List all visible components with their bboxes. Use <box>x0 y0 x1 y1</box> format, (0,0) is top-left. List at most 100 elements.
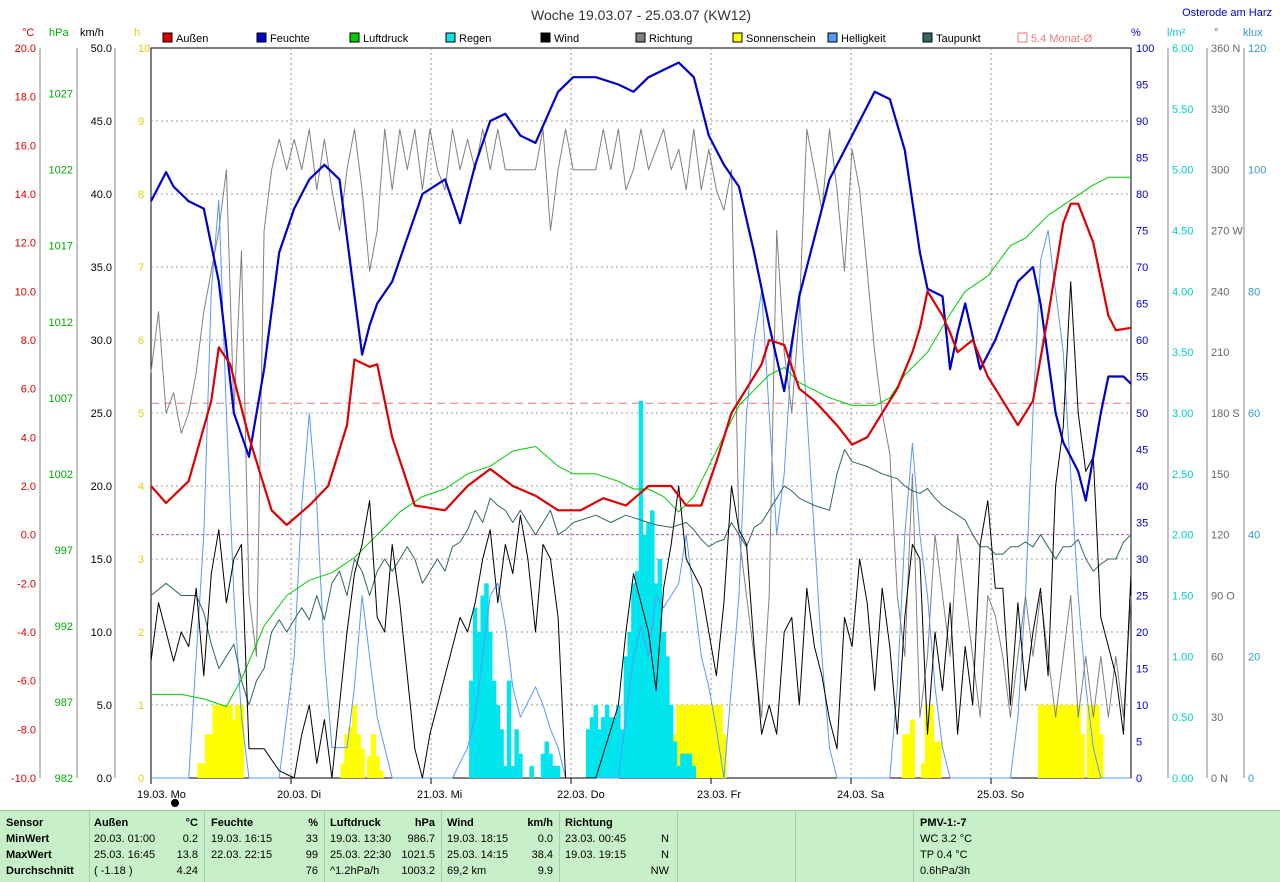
pressure-axis-tick: 992 <box>55 621 73 633</box>
humidity-line <box>150 61 1132 502</box>
bar-series <box>197 400 1104 778</box>
stats-header-aussen: Außen <box>94 817 129 829</box>
rain-bar <box>638 400 644 778</box>
humidity-axis-tick: 50 <box>1136 408 1148 420</box>
sunshine-bar <box>1045 705 1051 778</box>
humidity-unit-label: % <box>1131 27 1141 39</box>
stats-header-feuchte: Feuchte <box>211 817 254 829</box>
rain-bar <box>469 680 474 778</box>
legend-label: Richtung <box>649 33 692 45</box>
sunshine-bar <box>702 705 708 778</box>
wind-axis-tick: 35.0 <box>91 262 112 274</box>
rain-bar <box>548 753 553 778</box>
stats-header-pmv: PMV-1:-7 <box>920 817 967 829</box>
rain-bar <box>552 765 557 778</box>
sunshine-bar <box>936 741 942 778</box>
stats-pmv-dewpoint: TP 0.4 °C <box>920 849 968 861</box>
rain-bar <box>514 729 519 778</box>
day-label: 23.03. Fr <box>697 789 741 801</box>
stats-richt-max: N <box>661 849 669 861</box>
station-name[interactable]: Osterode am Harz <box>1182 7 1272 19</box>
chart-svg: 20.018.016.014.012.010.08.06.04.02.00.0-… <box>11 7 1272 807</box>
sunshine-bar <box>1071 705 1078 778</box>
stats-unit-aussen: °C <box>185 817 198 829</box>
pressure-unit-label: hPa <box>49 27 69 39</box>
pressure-axis-tick: 1007 <box>49 393 73 405</box>
pressure-axis-tick: 1017 <box>49 241 73 253</box>
sunshine-bar <box>1079 734 1085 778</box>
stats-col-feuchte: Feuchte % 19.03. 16:15 33 22.03. 22:15 9… <box>205 811 325 882</box>
stats-col-empty-2 <box>796 811 914 882</box>
rain-bar <box>476 632 482 778</box>
sunshine-bar <box>1068 705 1074 778</box>
stats-header-richtung: Richtung <box>565 817 613 829</box>
brightness-axis-tick: 60 <box>1248 408 1260 420</box>
wind-unit-label: km/h <box>80 27 104 39</box>
wind-axis-tick: 50.0 <box>91 43 112 55</box>
stats-label-max: MaxWert <box>6 849 52 861</box>
rain-bar <box>631 583 636 778</box>
direction-axis-tick: 0 N <box>1211 773 1228 785</box>
rain-axis-tick: 3.50 <box>1172 347 1193 359</box>
wind-axis-tick: 45.0 <box>91 116 112 128</box>
stats-wind-avg: 9.9 <box>537 865 553 877</box>
direction-line <box>150 128 1132 718</box>
sunshine-bar <box>216 705 222 778</box>
sun-axis-tick: 10 <box>138 43 150 55</box>
sunshine-bar <box>1090 705 1096 778</box>
sun-axis-tick: 5 <box>138 408 144 420</box>
humidity-axis-tick: 75 <box>1136 226 1148 238</box>
rain-axis-tick: 1.00 <box>1172 651 1193 663</box>
rain-axis-tick: 5.50 <box>1172 104 1193 116</box>
rain-bar <box>495 705 501 778</box>
sun-axis-tick: 4 <box>138 481 144 493</box>
rain-bar <box>589 717 595 778</box>
rain-bar <box>480 595 485 778</box>
temp-axis-tick: 16.0 <box>15 140 36 152</box>
direction-axis-tick: 360 N <box>1211 43 1240 55</box>
rain-bar <box>601 717 606 778</box>
temp-axis-tick: -4.0 <box>17 627 36 639</box>
sunshine-bar <box>691 705 697 778</box>
stats-unit-luftdruck: hPa <box>414 817 435 829</box>
rain-axis-tick: 1.50 <box>1172 591 1193 603</box>
stats-unit-feuchte: % <box>308 817 318 829</box>
rain-bar <box>510 765 516 778</box>
sunshine-bar <box>370 734 377 778</box>
legend-swatch <box>349 32 360 43</box>
rain-bar <box>487 632 493 778</box>
pressure-axis-tick: 982 <box>55 773 73 785</box>
sunshine-bar <box>1037 705 1044 778</box>
sunshine-bar <box>344 734 350 778</box>
stats-aussen-max-time: 25.03. 16:45 <box>94 849 156 861</box>
temp-axis-tick: -2.0 <box>17 578 36 590</box>
stats-wind-max: 38.4 <box>531 849 553 861</box>
rain-bar <box>646 522 651 778</box>
temp-axis-tick: -6.0 <box>17 676 36 688</box>
humidity-axis-tick: 20 <box>1136 627 1148 639</box>
day-label: 20.03. Di <box>277 789 321 801</box>
direction-axis-tick: 150 <box>1211 469 1229 481</box>
humidity-axis-tick: 40 <box>1136 481 1148 493</box>
rain-axis-tick: 4.00 <box>1172 286 1193 298</box>
legend-swatch <box>1017 32 1028 43</box>
direction-axis-tick: 180 S <box>1211 408 1240 420</box>
legend-swatch <box>922 32 933 43</box>
rain-bar <box>529 765 534 778</box>
stats-feuchte-max: 99 <box>305 849 318 861</box>
sunshine-bar <box>1041 705 1047 778</box>
sunshine-bar <box>1098 734 1104 778</box>
legend-label: Feuchte <box>270 33 310 45</box>
stats-feuchte-min: 33 <box>305 833 318 845</box>
direction-axis-tick: 30 <box>1211 712 1223 724</box>
rain-bar <box>597 729 602 778</box>
line-series <box>150 61 1132 779</box>
rain-bar <box>472 607 478 778</box>
pressure-axis-tick: 1002 <box>49 469 73 481</box>
sunshine-bar <box>909 719 916 778</box>
wind-axis-tick: 30.0 <box>91 335 112 347</box>
temp-axis-tick: 20.0 <box>15 43 36 55</box>
sunshine-bar <box>698 705 704 778</box>
stats-richt-max-time: 19.03. 19:15 <box>565 849 627 861</box>
sunshine-bar <box>905 734 912 778</box>
